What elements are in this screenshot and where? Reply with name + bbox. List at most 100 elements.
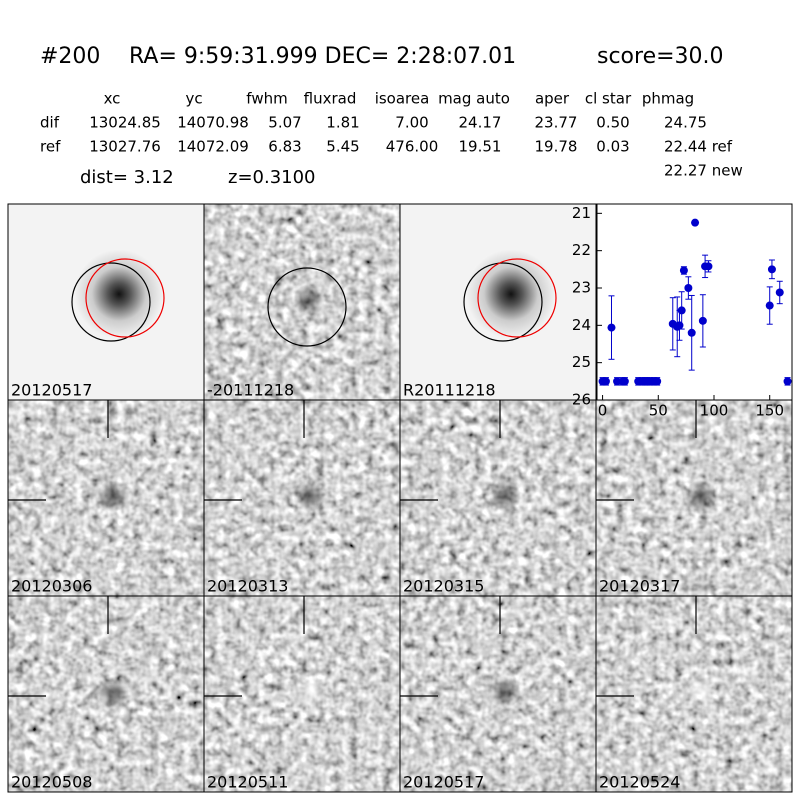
source xyxy=(97,676,129,708)
table-cell: 24.17 xyxy=(459,114,502,132)
panel-label: 20120313 xyxy=(207,577,288,596)
table-cell: 7.00 xyxy=(395,114,428,132)
x-tick-label: 50 xyxy=(649,402,668,420)
row-label: dif xyxy=(40,114,60,132)
column-header: mag auto xyxy=(438,90,510,108)
panel-frame xyxy=(595,595,793,793)
table-cell: 0.50 xyxy=(596,114,629,132)
point xyxy=(653,377,662,386)
point xyxy=(677,306,686,315)
image-panel: 20120315 xyxy=(399,399,597,597)
point xyxy=(607,323,616,332)
redshift: z=0.3100 xyxy=(228,167,316,188)
aperture-black xyxy=(71,262,151,342)
point xyxy=(601,377,610,386)
column-header: yc xyxy=(185,90,202,108)
panel-label: -20111218 xyxy=(207,381,294,400)
table-cell: 0.03 xyxy=(596,138,629,156)
y-tick-label: 25 xyxy=(572,353,591,371)
galaxy xyxy=(74,249,164,339)
dist: dist= 3.12 xyxy=(80,167,174,188)
point xyxy=(765,301,774,310)
table-cell: 13027.76 xyxy=(89,138,161,156)
y-tick-label: 26 xyxy=(572,391,591,409)
column-header: xc xyxy=(104,90,121,108)
column-header: cl star xyxy=(585,90,632,108)
score: score=30.0 xyxy=(597,44,724,69)
point xyxy=(691,218,700,227)
column-header: fluxrad xyxy=(304,90,357,108)
x-tick-label: 150 xyxy=(755,402,784,420)
point xyxy=(775,288,784,297)
table-cell: 24.75 xyxy=(664,114,707,132)
point xyxy=(783,377,792,386)
image-panel: 20120524 xyxy=(595,595,793,793)
panel-label: 20120315 xyxy=(403,577,484,596)
source xyxy=(685,480,717,512)
panel-label: 20120524 xyxy=(599,773,680,792)
table-cell: 1.81 xyxy=(326,114,359,132)
source xyxy=(293,480,325,512)
image-panel: 20120317 xyxy=(595,399,793,597)
image-panel: 20120511 xyxy=(203,595,401,793)
coordinates: RA= 9:59:31.999 DEC= 2:28:07.01 xyxy=(129,44,516,69)
x-tick-label: 0 xyxy=(598,402,608,420)
table-cell: 476.00 xyxy=(386,138,439,156)
point xyxy=(679,266,688,275)
panel-label: 20120508 xyxy=(11,773,92,792)
column-header: aper xyxy=(535,90,570,108)
point xyxy=(684,284,693,292)
object-id: #200 xyxy=(40,44,100,69)
table-cell: 19.78 xyxy=(535,138,578,156)
point xyxy=(704,262,713,271)
table-cell: 13024.85 xyxy=(89,114,161,132)
source xyxy=(685,676,717,708)
new-mag: 22.27 new xyxy=(664,162,743,180)
point xyxy=(620,377,629,386)
panel-label: 20120317 xyxy=(599,577,680,596)
table-cell: 14072.09 xyxy=(177,138,249,156)
image-panel: -20111218 xyxy=(203,203,401,401)
table-cell: 14070.98 xyxy=(177,114,249,132)
panel-label: 20120306 xyxy=(11,577,92,596)
galaxy xyxy=(466,249,556,339)
aperture-red xyxy=(477,258,557,338)
image-panel: 20120517 xyxy=(7,203,205,401)
panel-label: 20120517 xyxy=(11,381,92,400)
panel-label: 20120517 xyxy=(403,773,484,792)
table-cell: 6.83 xyxy=(268,138,301,156)
panel-label: R20111218 xyxy=(403,381,496,400)
source xyxy=(489,676,521,708)
source xyxy=(293,284,325,316)
point xyxy=(767,265,776,274)
aperture-black xyxy=(463,262,543,342)
source xyxy=(293,676,325,708)
source xyxy=(489,480,521,512)
row-label: ref xyxy=(40,138,61,156)
source xyxy=(97,480,129,512)
point xyxy=(698,316,707,325)
y-tick-label: 22 xyxy=(572,241,591,259)
image-panel: 20120306 xyxy=(7,399,205,597)
table-cell: 22.44 ref xyxy=(664,138,733,156)
point xyxy=(687,328,696,337)
aperture-black xyxy=(267,267,347,347)
column-header: fwhm xyxy=(246,90,287,108)
y-tick-label: 23 xyxy=(572,279,591,297)
aperture-red xyxy=(85,258,165,338)
table-cell: 5.45 xyxy=(326,138,359,156)
point xyxy=(613,377,622,386)
point xyxy=(675,321,684,330)
x-tick-label: 100 xyxy=(700,402,729,420)
table-cell: 23.77 xyxy=(535,114,578,132)
image-panel: R20111218 xyxy=(399,203,597,401)
image-panel: 20120313 xyxy=(203,399,401,597)
column-header: isoarea xyxy=(375,90,430,108)
y-tick-label: 21 xyxy=(572,204,591,222)
chart-bg xyxy=(596,203,793,401)
y-tick-label: 24 xyxy=(572,316,591,334)
table-cell: 5.07 xyxy=(268,114,301,132)
table-cell: 19.51 xyxy=(459,138,502,156)
